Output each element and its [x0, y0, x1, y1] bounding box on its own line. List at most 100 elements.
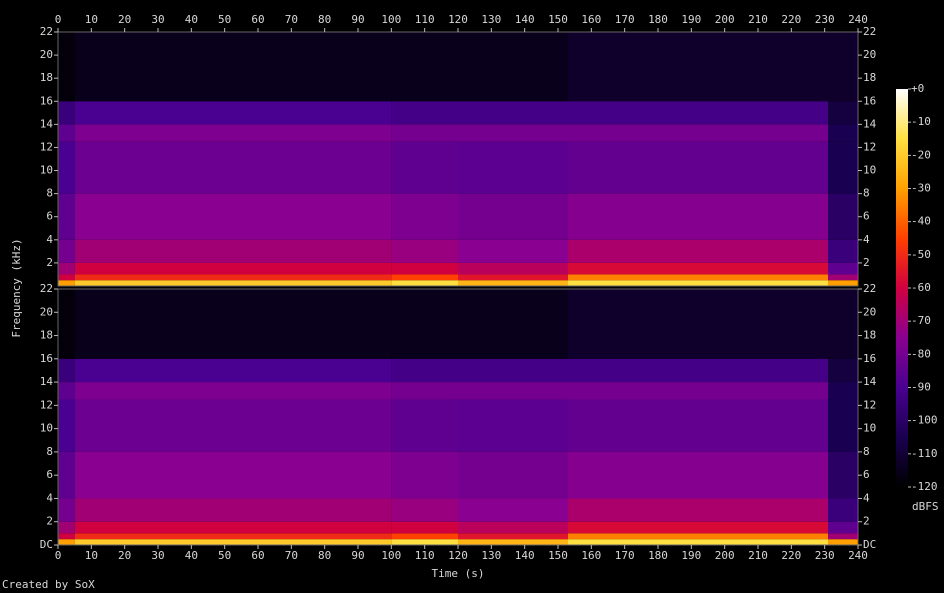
colorbar-tick-label: -110 [911, 447, 938, 460]
colorbar-tick-label: -90 [911, 381, 931, 394]
y-tick-label: 14 [40, 117, 54, 130]
spectrogram-cell [58, 533, 75, 540]
spectrogram-cell [391, 289, 458, 359]
spectrogram-cell [391, 193, 458, 240]
colorbar-tick-label: -40 [911, 215, 931, 228]
spectrogram-cell [74, 498, 392, 522]
colorbar [896, 89, 908, 487]
spectrogram-cell [568, 521, 828, 534]
spectrogram-cell [458, 358, 568, 383]
y-tick-label: 14 [863, 117, 877, 130]
y-tick-label: 6 [46, 468, 53, 481]
spectrogram-cell [391, 539, 458, 545]
x-tick-label: 100 [381, 549, 401, 562]
y-tick-label: 10 [863, 422, 876, 435]
y-tick-label: 22 [863, 282, 876, 295]
spectrogram-cell [391, 239, 458, 263]
x-tick-label: 130 [481, 549, 501, 562]
spectrogram-cell [58, 498, 75, 522]
spectrogram-cell [74, 124, 392, 142]
spectrogram-cell [391, 498, 458, 522]
spectrogram-cell [58, 451, 75, 499]
x-tick-label: 200 [715, 549, 735, 562]
spectrogram-cell [74, 539, 392, 545]
y-tick-label: 18 [863, 329, 876, 342]
spectrogram-cell [74, 289, 392, 359]
y-tick-label: 10 [40, 422, 53, 435]
colorbar-tick-label: -100 [911, 414, 938, 427]
spectrogram-cell [828, 399, 858, 452]
x-tick-label: 240 [848, 549, 868, 562]
x-tick-label: 150 [548, 549, 568, 562]
y-tick-label: 10 [40, 164, 53, 177]
spectrogram-cell [458, 289, 568, 359]
spectrogram-cell [58, 193, 75, 240]
y-tick-label: 4 [863, 233, 870, 246]
spectrogram-cell [568, 533, 828, 540]
x-tick-label: 80 [318, 13, 331, 26]
spectrogram-cell [828, 101, 858, 125]
y-tick-label: 18 [40, 71, 53, 84]
x-tick-label: 230 [815, 13, 835, 26]
spectrogram-cell [458, 280, 568, 286]
spectrogram-cell [568, 141, 828, 194]
spectrogram-cell [58, 239, 75, 263]
x-tick-label: 50 [218, 13, 231, 26]
y-tick-label: 16 [40, 352, 53, 365]
spectrogram-cell [568, 32, 828, 102]
spectrogram-cell [58, 539, 75, 545]
y-tick-label: 2 [46, 515, 53, 528]
spectrogram-cell [828, 124, 858, 142]
y-tick-label: 20 [40, 305, 53, 318]
x-tick-label: 190 [681, 549, 701, 562]
x-tick-label: 160 [581, 13, 601, 26]
spectrogram-cell [458, 399, 568, 452]
colorbar-tick-label: -50 [911, 248, 931, 261]
spectrogram-cell [568, 382, 828, 400]
x-tick-label: 120 [448, 549, 468, 562]
y-tick-label: 22 [863, 25, 876, 38]
y-tick-label: 16 [40, 94, 53, 107]
spectrogram-cell [458, 533, 568, 540]
x-tick-label: 140 [515, 13, 535, 26]
spectrogram-cell [74, 451, 392, 499]
spectrogram-cell [568, 358, 828, 383]
x-tick-label: 240 [848, 13, 868, 26]
spectrogram-cell [58, 289, 75, 359]
y-tick-label: 12 [863, 140, 876, 153]
spectrogram-cell [391, 451, 458, 499]
spectrogram-cell [828, 193, 858, 240]
spectrogram-cell [74, 101, 392, 125]
spectrogram-cell [828, 533, 858, 540]
spectrogram-cell [828, 32, 858, 102]
y-tick-label: 16 [863, 94, 876, 107]
y-tick-label: 18 [863, 71, 876, 84]
spectrogram-cell [458, 274, 568, 281]
x-tick-label: 10 [85, 549, 98, 562]
y-tick-label: 2 [46, 256, 53, 269]
spectrogram-cell [828, 451, 858, 499]
y-tick-label: 14 [40, 375, 54, 388]
x-tick-label: 40 [185, 549, 198, 562]
x-tick-label: 110 [415, 13, 435, 26]
x-tick-label: 110 [415, 549, 435, 562]
spectrogram-cell [458, 101, 568, 125]
spectrogram-cell [58, 101, 75, 125]
spectrogram-cell [458, 539, 568, 545]
spectrogram-cell [74, 280, 392, 286]
spectrogram-cell [391, 280, 458, 286]
spectrogram-cell [828, 498, 858, 522]
spectrogram-cell [391, 533, 458, 540]
x-tick-label: 150 [548, 13, 568, 26]
x-tick-label: 130 [481, 13, 501, 26]
x-tick-label: 120 [448, 13, 468, 26]
x-tick-label: 160 [581, 549, 601, 562]
y-tick-label: 8 [46, 187, 53, 200]
spectrogram-cell [391, 101, 458, 125]
y-tick-label: 12 [40, 140, 53, 153]
spectrogram-cell [568, 498, 828, 522]
y-tick-label: 20 [40, 48, 53, 61]
colorbar-tick-label: -80 [911, 347, 931, 360]
y-tick-label: 18 [40, 329, 53, 342]
spectrogram-cell [568, 289, 828, 359]
